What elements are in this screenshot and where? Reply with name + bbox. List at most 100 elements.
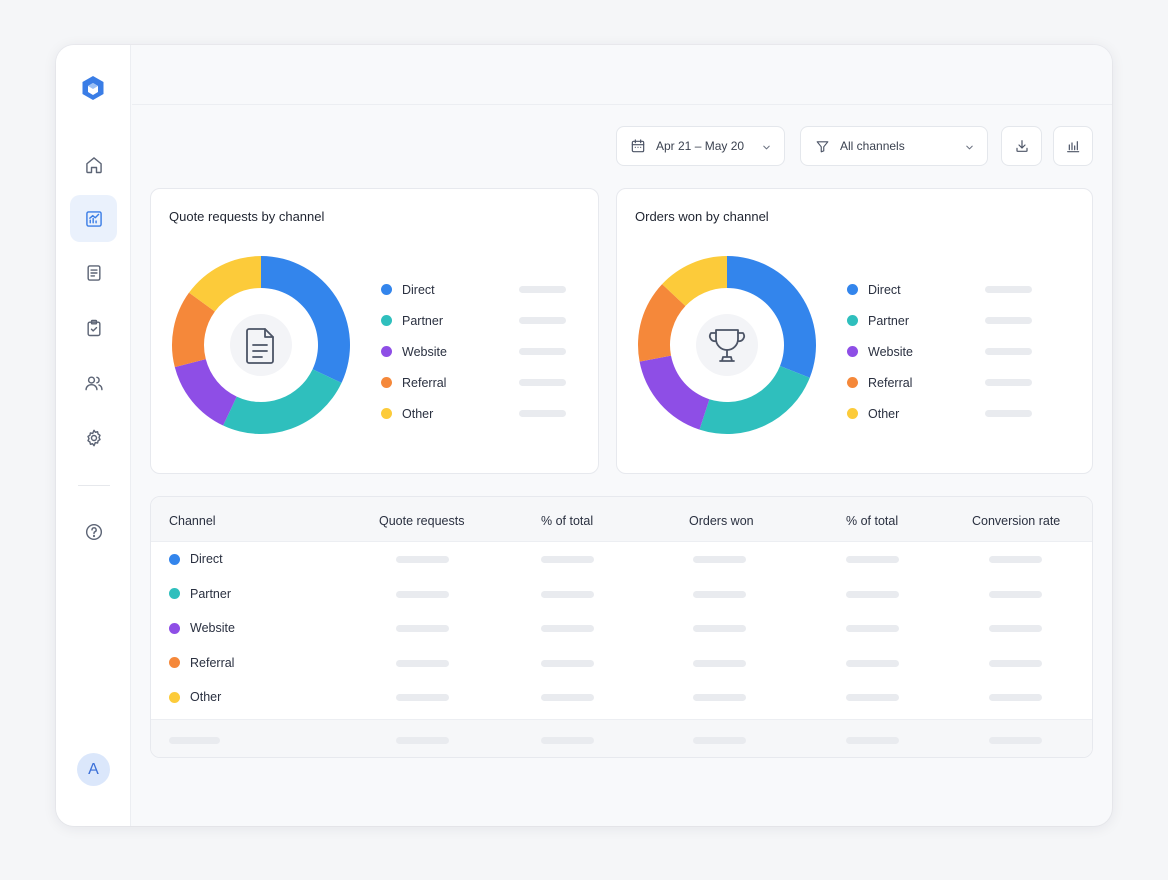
orders-legend-item-other[interactable]: Other [847, 398, 1032, 429]
channel-cell: Partner [169, 587, 231, 601]
hexagon-logo-icon[interactable] [81, 75, 105, 101]
download-button[interactable] [1001, 126, 1042, 166]
channel-cell: Referral [169, 656, 234, 670]
legend-label: Direct [868, 282, 901, 297]
value-placeholder [846, 694, 899, 702]
orders-won-card: Orders won by channel Direct Partner Websi… [616, 188, 1093, 474]
chevron-down-icon [966, 145, 973, 150]
channel-dot [169, 588, 180, 600]
table-row[interactable]: Other [151, 680, 1092, 715]
column-header[interactable]: Orders won [689, 514, 754, 528]
orders-legend-item-referral[interactable]: Referral [847, 367, 1032, 398]
value-placeholder [541, 590, 594, 598]
sidebar: A [56, 45, 131, 826]
date-range-picker[interactable]: Apr 21 – May 20 [616, 126, 785, 166]
orders-won-legend: Direct Partner Website Referral Other [847, 274, 1032, 429]
donut-center [696, 314, 758, 376]
top-bar [132, 45, 1112, 105]
table-row[interactable]: Partner [151, 577, 1092, 612]
quote-requests-title: Quote requests by channel [169, 209, 325, 224]
quote-requests-donut-chart [172, 256, 350, 434]
quote-legend-item-direct[interactable]: Direct [381, 274, 566, 305]
table-row[interactable]: Direct [151, 542, 1092, 577]
value-placeholder [541, 694, 594, 702]
total-placeholder [396, 737, 449, 744]
donut-slice-direct[interactable] [261, 256, 350, 383]
value-placeholder [693, 659, 746, 667]
sidebar-item-users[interactable] [70, 359, 117, 406]
legend-dot [381, 284, 392, 295]
legend-label: Other [402, 406, 434, 421]
channel-dot [169, 657, 180, 669]
sidebar-item-home[interactable] [70, 141, 117, 188]
donut-slice-other[interactable] [662, 256, 727, 306]
channel-cell: Other [169, 690, 221, 704]
column-header[interactable]: % of total [541, 514, 594, 528]
sidebar-item-documents[interactable] [70, 249, 117, 296]
legend-value-placeholder [519, 286, 566, 293]
orders-legend-item-partner[interactable]: Partner [847, 305, 1032, 336]
total-placeholder [846, 737, 899, 744]
donut-slice-referral[interactable] [172, 292, 215, 368]
avatar[interactable]: A [77, 753, 110, 786]
sidebar-item-help[interactable] [70, 508, 117, 555]
quote-legend-item-website[interactable]: Website [381, 336, 566, 367]
total-placeholder [541, 737, 594, 744]
value-placeholder [693, 590, 746, 598]
home-icon [85, 156, 102, 173]
legend-dot [847, 315, 858, 326]
bar-chart-icon [1067, 141, 1080, 153]
value-placeholder [989, 694, 1042, 702]
donut-slice-website[interactable] [639, 355, 710, 430]
value-placeholder [989, 556, 1042, 563]
legend-dot [381, 377, 392, 388]
value-placeholder [541, 625, 594, 633]
orders-legend-item-website[interactable]: Website [847, 336, 1032, 367]
column-header[interactable]: Conversion rate [972, 514, 1061, 528]
legend-dot [381, 346, 392, 357]
sidebar-item-settings[interactable] [70, 414, 117, 461]
value-placeholder [396, 590, 449, 598]
donut-slice-partner[interactable] [699, 365, 810, 434]
sidebar-divider [78, 485, 110, 486]
channel-name: Website [190, 621, 235, 636]
legend-label: Website [402, 344, 447, 359]
value-placeholder [846, 625, 899, 633]
column-header[interactable]: Quote requests [379, 514, 465, 528]
legend-dot [847, 284, 858, 295]
channel-filter-select[interactable]: All channels [800, 126, 988, 166]
orders-legend-item-direct[interactable]: Direct [847, 274, 1032, 305]
quote-legend-item-partner[interactable]: Partner [381, 305, 566, 336]
table-row[interactable]: Website [151, 611, 1092, 646]
table-footer-row [151, 719, 1092, 757]
table-row[interactable]: Referral [151, 646, 1092, 681]
legend-value-placeholder [519, 317, 566, 324]
column-header[interactable]: % of total [846, 514, 899, 528]
donut-slice-partner[interactable] [223, 369, 342, 434]
donut-slice-direct[interactable] [727, 256, 816, 378]
value-placeholder [396, 556, 449, 563]
legend-dot [847, 346, 858, 357]
channel-dot [169, 622, 180, 634]
legend-value-placeholder [985, 410, 1032, 417]
chart-view-button[interactable] [1053, 126, 1093, 166]
legend-label: Partner [868, 313, 909, 328]
legend-dot [847, 408, 858, 419]
calendar-icon [631, 139, 645, 153]
value-placeholder [541, 659, 594, 667]
legend-label: Other [868, 406, 900, 421]
sidebar-item-analytics[interactable] [70, 195, 117, 242]
quote-legend-item-referral[interactable]: Referral [381, 367, 566, 398]
donut-slice-website[interactable] [174, 359, 237, 426]
value-placeholder [693, 694, 746, 702]
value-placeholder [846, 556, 899, 563]
gear-icon [86, 429, 101, 446]
column-header[interactable]: Channel [169, 514, 216, 528]
channel-table: Channel Quote requests % of total Orders wo… [150, 496, 1093, 758]
donut-slice-other[interactable] [188, 256, 261, 312]
legend-value-placeholder [519, 379, 566, 386]
quote-legend-item-other[interactable]: Other [381, 398, 566, 429]
sidebar-item-orders[interactable] [70, 304, 117, 351]
legend-dot [381, 315, 392, 326]
donut-slice-referral[interactable] [638, 284, 686, 362]
